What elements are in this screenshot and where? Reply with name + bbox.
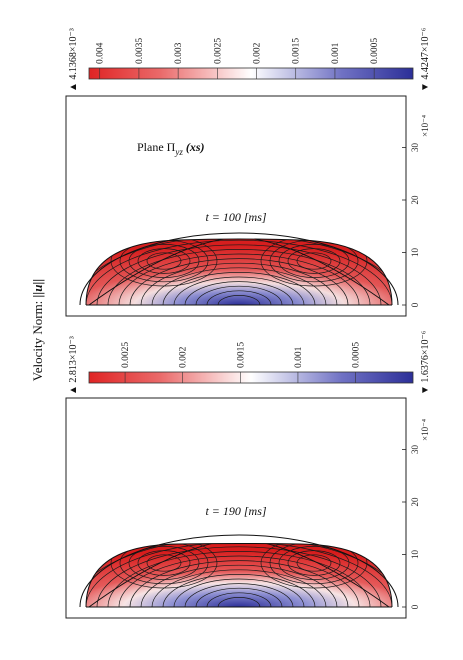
max-label-bottom: ▲ 2.813×10⁻³ <box>68 336 79 395</box>
contour-line <box>151 267 327 305</box>
colorbar-top <box>88 67 414 80</box>
contour-line <box>195 587 283 607</box>
colorbar-tick-label: 0.003 <box>174 42 184 64</box>
axis-tick-label: 0 <box>410 302 420 307</box>
quantity-label: Velocity Norm: ||u|| <box>30 279 45 381</box>
contour-line <box>173 276 305 305</box>
vortex-contour <box>269 543 359 585</box>
velocity-field-top <box>79 232 399 306</box>
max-label-top: ▲ 4.1368×10⁻³ <box>68 28 79 92</box>
contour-line <box>206 290 272 305</box>
scale-note-top: ×10⁻⁴ <box>420 115 430 137</box>
separatrix-line <box>88 239 270 305</box>
vortex-contour <box>146 554 182 572</box>
vortex-contour <box>128 546 200 580</box>
axis-tick-label: 10 <box>410 550 420 560</box>
vortex-contour <box>278 546 350 580</box>
contour-line <box>184 583 294 607</box>
contour-line <box>195 285 283 305</box>
contour-line <box>151 569 327 607</box>
scale-note-bottom: ×10⁻⁴ <box>420 419 430 441</box>
contour-line <box>217 295 261 305</box>
vortex-contour <box>146 252 182 270</box>
contour-line <box>118 253 360 305</box>
vortex-contour <box>260 239 368 287</box>
contour-line <box>140 564 338 607</box>
separatrix-line <box>208 543 390 607</box>
colorbar-tick-label: 0.0005 <box>370 38 380 64</box>
axis-ticks-top: 0 10 20 30 <box>402 143 420 307</box>
colorbar-tick-label: 0.001 <box>331 42 341 64</box>
colorbar-tick-label: 0.002 <box>253 42 263 64</box>
vortex-contour <box>137 248 191 274</box>
vortex-contour <box>260 543 368 589</box>
vortex-contour <box>137 550 191 576</box>
plot-frame-top <box>65 95 407 317</box>
vortex-contour <box>110 239 218 287</box>
colorbar-tick-label: 0.004 <box>96 42 106 64</box>
contour-line <box>86 543 392 607</box>
vortex-contour <box>110 543 218 589</box>
colorbar-ticks-bottom: 0.0025 0.002 0.0015 0.001 0.0005 <box>121 342 362 383</box>
axis-tick-label: 30 <box>410 143 420 153</box>
vortex-contour <box>296 252 332 270</box>
axis-ticks-bottom: 0 10 20 30 <box>402 445 420 609</box>
contour-line <box>173 578 305 607</box>
contour-line <box>162 574 316 607</box>
min-label-top: ▼ 4.4247×10⁻⁶ <box>420 27 431 92</box>
axis-tick-label: 20 <box>410 195 420 205</box>
contour-line <box>184 281 294 305</box>
contour-line <box>96 546 382 607</box>
colorbar-tick-label: 0.0015 <box>236 342 246 368</box>
colorbar-tick-label: 0.0015 <box>292 38 302 64</box>
separatrix-line <box>88 543 270 607</box>
time-label-bottom: t = 190 [ms] <box>205 504 266 518</box>
colorbar-tick-label: 0.002 <box>179 346 189 368</box>
panel-bottom: 0.0025 0.002 0.0015 0.001 0.0005 ▲ 2.813×10⁻… <box>65 330 431 619</box>
vortex-contour <box>287 248 341 274</box>
vortex-contour <box>278 244 350 278</box>
colorbar-tick-label: 0.0005 <box>352 342 362 368</box>
vortex-contour <box>287 550 341 576</box>
vortex-contour <box>119 543 209 585</box>
colorbar-ticks-top: 0.004 0.0035 0.003 0.0025 0.002 0.0015 0.001 0.… <box>96 38 380 79</box>
colorbar-tick-label: 0.0025 <box>213 38 223 64</box>
colorbar-tick-label: 0.001 <box>294 346 304 368</box>
separatrix-line <box>208 239 390 305</box>
contour-line <box>162 272 316 305</box>
colorbar-bottom <box>88 371 414 384</box>
contour-line <box>107 551 371 607</box>
contour-line <box>107 249 371 305</box>
plane-label: Plane Πyz (xs) <box>137 140 205 157</box>
time-label-top: t = 100 [ms] <box>205 210 266 224</box>
colorbar-tick-label: 0.0025 <box>121 342 131 368</box>
velocity-field-bottom <box>79 534 399 608</box>
axis-tick-label: 20 <box>410 497 420 507</box>
min-label-bottom: ▼ 1.6376×10⁻⁶ <box>420 330 431 395</box>
panel-top: 0.004 0.0035 0.003 0.0025 0.002 0.0015 0.001 0.… <box>65 27 431 317</box>
axis-tick-label: 0 <box>410 604 420 609</box>
contour-line <box>96 244 382 305</box>
plot-frame-bottom <box>65 397 407 619</box>
axis-tick-label: 10 <box>410 248 420 258</box>
contour-line <box>140 262 338 305</box>
vortex-contour <box>296 554 332 572</box>
axis-tick-label: 30 <box>410 445 420 455</box>
contour-line <box>206 592 272 607</box>
colorbar-tick-label: 0.0035 <box>135 38 145 64</box>
contour-line <box>217 597 261 607</box>
contour-line <box>86 239 392 305</box>
contour-line <box>118 555 360 607</box>
vortex-contour <box>128 244 200 278</box>
